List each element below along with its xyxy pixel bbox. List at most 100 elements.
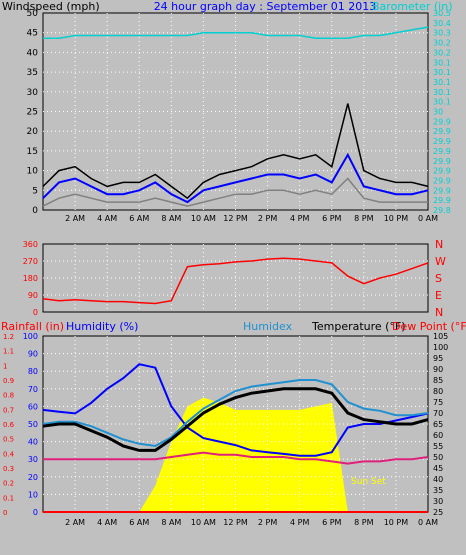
x-tick-label: 2 AM <box>65 214 85 223</box>
y-tick-label: 30.3 <box>433 29 451 38</box>
y-tick-label: 30 <box>28 455 38 464</box>
x-tick-label: 12 PM <box>223 214 248 223</box>
y-tick-label: 10 <box>28 490 38 499</box>
y-tick-label: 10 <box>27 167 39 177</box>
x-tick-label: 6 AM <box>129 214 149 223</box>
wind-series <box>42 26 429 207</box>
y-tick-label: 45 <box>433 464 443 473</box>
y-tick-label: 29.9 <box>433 186 451 195</box>
y-tick-label: 30.1 <box>433 68 451 77</box>
y-tick-label: 29.9 <box>433 196 451 205</box>
y-tick-label: 30.2 <box>433 39 451 48</box>
y-tick-label: 0.4 <box>3 450 15 458</box>
x-tick-label: 0 AM <box>418 214 438 223</box>
series-gust-line <box>42 103 429 200</box>
y-tick-label: 50 <box>27 9 39 19</box>
rainfall-y-ticks: 0 0.1 0.2 0.3 0.4 0.5 0.6 0.7 0.8 0.9 1 1.1 1.2 <box>3 333 15 517</box>
y-tick-label: 40 <box>27 48 39 58</box>
temp-series <box>42 363 429 513</box>
temperature-axis-label: Temperature (°F) <box>311 320 406 333</box>
x-tick-label: 2 PM <box>258 518 277 527</box>
barometer-y-ticks: 29.829.929.929.929.929.929.929.929.929.9… <box>433 9 451 215</box>
y-tick-label: 30 <box>433 497 443 506</box>
y-tick-label: 60 <box>433 431 443 440</box>
wind-axis-label: Windspeed (mph) <box>2 0 100 13</box>
y-tick-label: 25 <box>27 108 38 118</box>
y-tick-label: 30.1 <box>433 98 451 107</box>
y-tick-label: 95 <box>433 354 443 363</box>
y-tick-label: 0.7 <box>3 406 14 414</box>
y-tick-label: 55 <box>433 442 443 451</box>
y-tick-label: 30.4 <box>433 19 451 28</box>
humidity-axis-label: Humidity (%) <box>66 320 138 333</box>
compass-label: N <box>435 238 443 251</box>
y-tick-label: 100 <box>433 343 448 352</box>
y-tick-label: 29.9 <box>433 127 451 136</box>
y-tick-label: 30.1 <box>433 78 451 87</box>
y-tick-label: 0 <box>3 509 7 517</box>
y-tick-label: 30 <box>27 88 39 98</box>
y-tick-label: 50 <box>433 453 443 462</box>
y-tick-label: 60 <box>28 402 38 411</box>
y-tick-label: 30 <box>433 108 443 117</box>
direction-series <box>42 257 429 305</box>
x-tick-label: 2 PM <box>258 214 277 223</box>
direction-y-ticks: 0 90 180 270 360 <box>23 240 38 317</box>
x-tick-label: 8 PM <box>354 518 373 527</box>
y-tick-label: 29.9 <box>433 137 451 146</box>
y-tick-label: 5 <box>32 186 38 196</box>
sunrise-label: Sun Rise <box>156 477 195 487</box>
x-tick-label: 6 AM <box>129 518 149 527</box>
x-tick-label: 4 AM <box>97 214 117 223</box>
y-tick-label: 29.9 <box>433 167 451 176</box>
y-tick-label: 360 <box>23 240 38 249</box>
series-direction-line <box>42 257 429 305</box>
y-tick-label: 29.9 <box>433 147 451 156</box>
x-tick-label: 10 AM <box>191 214 216 223</box>
y-tick-label: 70 <box>28 385 38 394</box>
y-tick-label: 45 <box>27 29 38 39</box>
series-avg-line <box>42 152 429 204</box>
y-tick-label: 0.6 <box>3 421 15 429</box>
y-tick-label: 270 <box>23 257 38 266</box>
compass-label: E <box>435 289 442 302</box>
compass-label: S <box>435 272 442 285</box>
temperature-y-ticks: 25 30 35 40 45 50 55 60 65 70 75 80 85 90 95 100 105 <box>433 332 448 517</box>
y-tick-label: 30.1 <box>433 88 451 97</box>
series-dew_point-line <box>43 451 429 465</box>
y-tick-label: 65 <box>433 420 443 429</box>
y-tick-label: 50 <box>28 420 38 429</box>
y-tick-label: 80 <box>433 387 443 396</box>
compass-label: N <box>435 306 443 319</box>
y-tick-label: 0.1 <box>3 494 14 502</box>
y-tick-label: 90 <box>28 350 38 359</box>
series-low-line <box>42 177 428 207</box>
y-tick-label: 0.8 <box>3 392 14 400</box>
y-tick-label: 29.9 <box>433 176 451 185</box>
x-tick-label: 4 PM <box>290 214 309 223</box>
y-tick-label: 29.9 <box>433 117 451 126</box>
chart-title: 24 hour graph day : September 01 2013 <box>154 0 377 13</box>
y-tick-label: 70 <box>433 409 443 418</box>
y-tick-label: 80 <box>28 367 38 376</box>
y-tick-label: 0 <box>33 508 38 517</box>
y-tick-label: 20 <box>28 473 38 482</box>
y-tick-label: 0 <box>33 308 38 317</box>
x-tick-label: 4 PM <box>290 518 309 527</box>
y-tick-label: 180 <box>23 274 38 283</box>
sunset-label: Sun Set <box>351 477 386 487</box>
humidity-y-ticks: 0 10 20 30 40 50 60 70 80 90 100 <box>23 332 38 517</box>
x-tick-label: 6 PM <box>322 214 341 223</box>
y-tick-label: 20 <box>27 127 39 137</box>
x-tick-label: 6 PM <box>322 518 341 527</box>
y-tick-label: 29.9 <box>433 157 451 166</box>
y-tick-label: 30.1 <box>433 58 451 67</box>
x-tick-label: 2 AM <box>65 518 85 527</box>
barometer-axis-label: Barometer (in) <box>372 0 453 13</box>
x-tick-label: 10 PM <box>384 214 409 223</box>
y-tick-label: 30.5 <box>433 9 451 18</box>
y-tick-label: 75 <box>433 398 443 407</box>
x-tick-label: 8 AM <box>161 214 181 223</box>
y-tick-label: 40 <box>433 475 443 484</box>
y-tick-label: 90 <box>28 291 38 300</box>
